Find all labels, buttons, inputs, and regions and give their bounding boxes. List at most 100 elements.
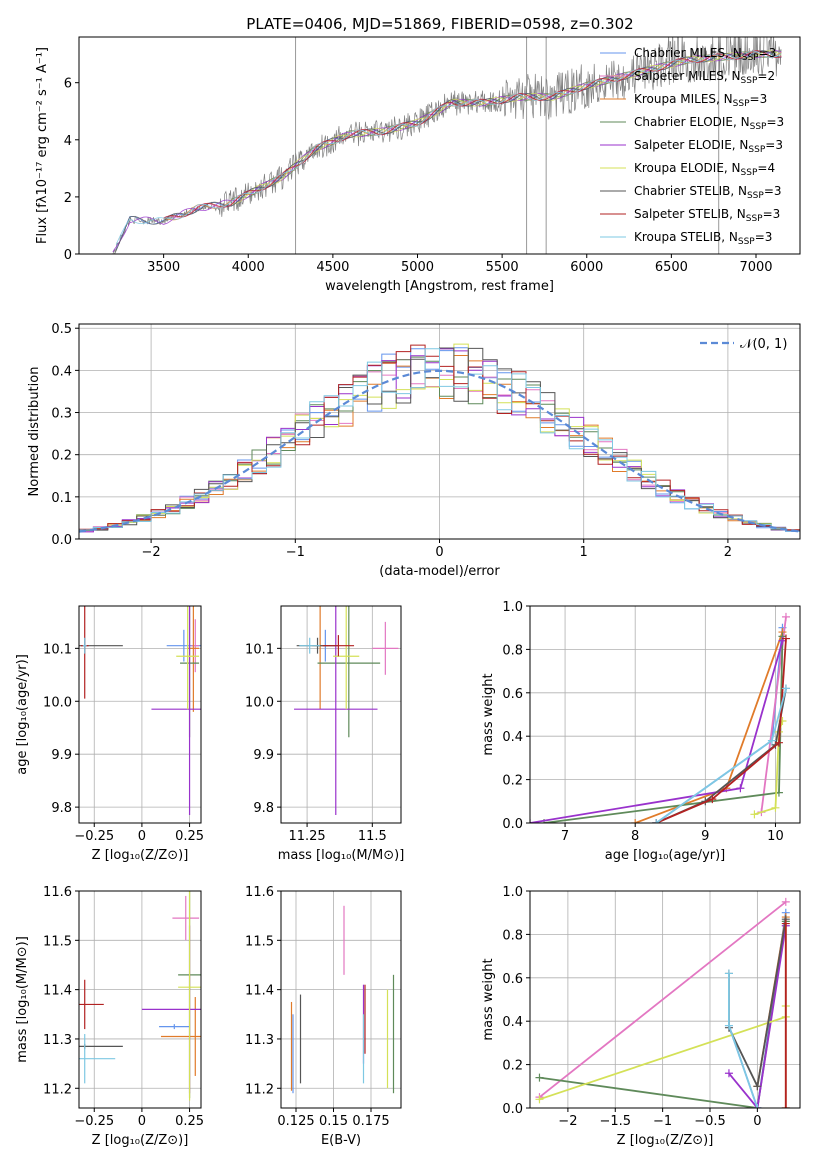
y-tick-label: 0	[64, 248, 72, 263]
weight-marker-1	[781, 612, 790, 621]
axes-frame	[78, 890, 202, 1109]
legend-label-4: Salpeter ELODIE, NSSP=3	[634, 138, 783, 155]
y-tick-label: 9.8	[51, 801, 72, 816]
y-axis-label: age [log₁₀(age/yr)]	[15, 654, 30, 775]
legend-label-sub: SSP	[733, 99, 750, 109]
y-tick-label: 11.4	[43, 984, 72, 999]
y-tick-label: 9.8	[253, 801, 274, 816]
y-tick-label: 0.6	[502, 972, 523, 987]
y-axis-label: mass [log₁₀(M/M⊙)]	[15, 936, 30, 1063]
legend-label-count: =2	[757, 69, 775, 83]
axes-frame	[78, 323, 801, 540]
weight-marker-8	[753, 1104, 762, 1108]
plot-area	[290, 905, 395, 1094]
weight-line-4	[530, 640, 784, 823]
weight-marker-2	[631, 819, 640, 823]
y-tick-label: 0.4	[502, 730, 523, 745]
y-tick-label: 0.8	[502, 643, 523, 658]
x-tick-label: −1	[653, 1114, 672, 1129]
x-tick-label: 11.5	[358, 829, 387, 844]
weight-marker-3	[535, 1073, 544, 1082]
weight-marker-5	[750, 810, 759, 819]
x-axis-label: mass [log₁₀(M/M⊙)]	[278, 848, 405, 863]
y-tick-label: 0.8	[502, 928, 523, 943]
y-tick-label: 0.1	[51, 491, 72, 506]
y-axis-label: Normed distribution	[27, 367, 42, 497]
weight-marker-4	[736, 784, 745, 793]
legend-label-sub: SSP	[750, 122, 767, 132]
x-tick-label: 0	[753, 1114, 761, 1129]
legend-label-sub: SSP	[742, 53, 759, 63]
panel-mass_vs_Z: −0.25 0 0.25 11.2 11.3 11.4 11.5 11.6 Z [log₁₀(Z…	[15, 885, 204, 1148]
weight-line-4	[728, 925, 787, 1108]
y-tick-label: 9.9	[51, 748, 72, 763]
x-tick-label: 6500	[655, 260, 688, 275]
x-tick-label: −0.25	[74, 829, 114, 844]
axes-frame	[280, 890, 402, 1109]
x-axis-label: E(B-V)	[321, 1133, 361, 1148]
weight-marker-8	[781, 684, 790, 693]
x-tick-label: 0	[138, 829, 146, 844]
y-axis-label: Flux [fλ10⁻¹⁷ erg cm⁻² s⁻¹ A⁻¹]	[35, 47, 50, 244]
y-tick-label: 11.3	[245, 1033, 274, 1048]
weight-line-8	[655, 688, 787, 823]
y-tick-label: 1.0	[502, 600, 523, 615]
x-tick-label: 1	[580, 545, 588, 560]
model-spectrum-5	[231, 50, 782, 205]
x-tick-label: 5000	[401, 260, 434, 275]
plot-layer: 3500 4000 4500 5000 5500 6000 6500 70000246wave…	[15, 36, 801, 1148]
x-axis-label: Z [log₁₀(Z/Z⊙)]	[92, 848, 189, 863]
y-tick-label: 0.3	[51, 407, 72, 422]
normal-reference-curve	[79, 369, 800, 533]
x-tick-label: 2	[724, 545, 732, 560]
y-tick-label: 0.6	[502, 687, 523, 702]
weight-line-7	[655, 638, 787, 823]
legend-label-count: =3	[750, 92, 768, 106]
plot-area	[112, 37, 782, 254]
y-tick-label: 10.1	[43, 642, 72, 657]
legend-label-count: =3	[764, 184, 782, 198]
y-axis-label: mass weight	[481, 673, 496, 755]
plot-area	[535, 897, 790, 1108]
x-tick-label: 0.125	[277, 1114, 314, 1129]
y-tick-label: 11.3	[43, 1033, 72, 1048]
weight-marker-7	[781, 1104, 790, 1108]
legend-label-text: Chabrier MILES, N	[634, 46, 742, 60]
axes-frame	[78, 605, 202, 824]
y-tick-label: 0.5	[51, 322, 72, 337]
figure-title: PLATE=0406, MJD=51869, FIBERID=0598, z=0…	[246, 15, 633, 33]
x-tick-label: 9	[701, 829, 709, 844]
x-tick-label: 5500	[486, 260, 519, 275]
y-tick-label: 10.0	[43, 695, 72, 710]
y-tick-label: 0.2	[51, 449, 72, 464]
x-tick-label: −0.25	[74, 1114, 114, 1129]
legend-label-1: Salpeter MILES, NSSP=2	[634, 69, 775, 86]
legend-label-5: Kroupa ELODIE, NSSP=4	[634, 161, 775, 178]
x-tick-label: 0	[138, 1114, 146, 1129]
x-tick-label: 0.25	[175, 1114, 204, 1129]
weight-line-8	[728, 973, 759, 1108]
y-tick-label: 0.4	[502, 1015, 523, 1030]
legend-label-count: =3	[766, 115, 784, 129]
weight-line-6	[655, 688, 787, 823]
legend-label-6: Chabrier STELIB, NSSP=3	[634, 184, 782, 201]
axes-frame	[280, 605, 402, 824]
legend-label-text: Salpeter MILES, N	[634, 69, 741, 83]
weight-marker-1	[781, 897, 790, 906]
legend-label-7: Salpeter STELIB, NSSP=3	[634, 207, 780, 224]
legend-label-2: Kroupa MILES, NSSP=3	[634, 92, 767, 109]
legend-label-text: Kroupa STELIB, N	[634, 230, 738, 244]
model-spectrum-7	[163, 50, 782, 219]
y-tick-label: 1.0	[502, 885, 523, 900]
x-tick-label: 0.175	[352, 1114, 389, 1129]
plot-area	[79, 343, 800, 533]
weight-marker-7	[708, 795, 717, 804]
y-tick-label: 10.0	[245, 695, 274, 710]
legend-label-text: Kroupa ELODIE, N	[634, 161, 741, 175]
plot-area	[79, 891, 201, 1101]
legend-label-count: =3	[759, 46, 777, 60]
x-tick-label: 4500	[316, 260, 349, 275]
x-tick-label: 3500	[147, 260, 180, 275]
y-tick-label: 9.9	[253, 748, 274, 763]
